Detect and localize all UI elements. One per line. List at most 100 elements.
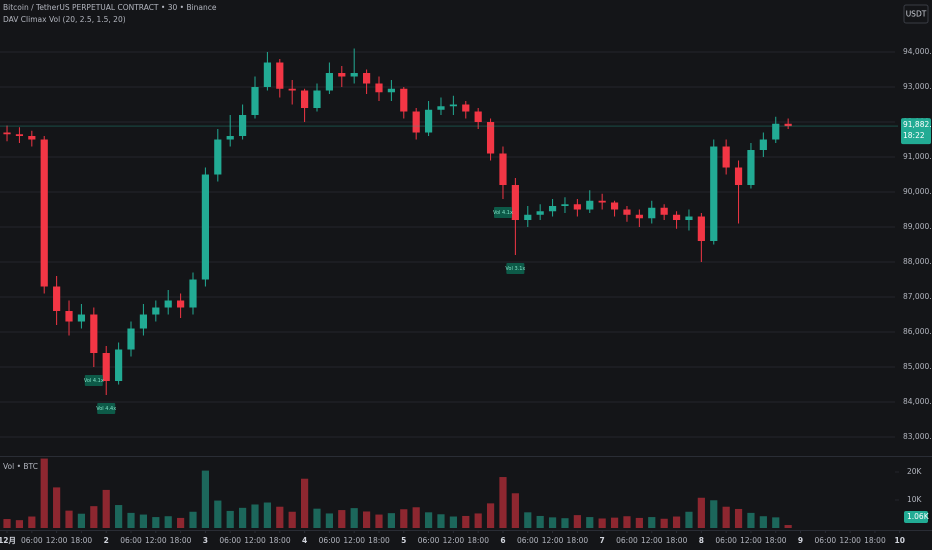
candle-body <box>784 123 792 127</box>
candle-body <box>623 209 631 215</box>
volume-bar <box>710 500 718 528</box>
volume-bar <box>722 506 730 528</box>
candle-body <box>548 206 557 212</box>
x-tick-label: 18:00 <box>765 536 787 545</box>
volume-tick-label: 10K <box>907 495 923 504</box>
candle-body <box>511 185 519 221</box>
volume-bar <box>214 500 222 528</box>
candle-body <box>424 109 433 133</box>
candle-body <box>387 88 395 93</box>
x-tick-label: 12:00 <box>244 536 266 545</box>
candle-body <box>201 174 210 280</box>
x-tick-label: 12月 <box>0 536 16 545</box>
candle-body <box>722 146 730 168</box>
candle-body <box>164 300 172 308</box>
volume-bar <box>350 508 358 528</box>
volume-bar <box>685 511 693 528</box>
volume-bar <box>115 505 123 528</box>
candle-body <box>697 216 705 242</box>
candle-body <box>734 167 743 186</box>
annotation-label: Vol 3.1x <box>505 266 525 272</box>
candle-body <box>263 62 271 88</box>
x-tick-label: 18:00 <box>864 536 886 545</box>
candle-body <box>610 202 619 210</box>
volume-bar <box>288 511 296 528</box>
volume-bar <box>325 513 333 528</box>
candle-body <box>90 314 98 354</box>
countdown-label: 18:22 <box>903 131 925 140</box>
volume-bar <box>65 510 73 528</box>
volume-bar <box>189 511 197 528</box>
volume-bar <box>561 518 569 528</box>
candle-body <box>524 214 532 221</box>
x-tick-label: 8 <box>699 536 704 545</box>
x-tick-label: 7 <box>600 536 605 545</box>
annotation-box <box>493 207 512 219</box>
volume-bar <box>362 511 371 528</box>
candle-body <box>239 115 247 137</box>
volume-bar <box>177 517 185 528</box>
volume-bar <box>734 508 743 528</box>
annotation-label: Vol 4.1x <box>493 210 513 216</box>
x-tick-label: 12:00 <box>145 536 167 545</box>
volume-bar <box>486 503 495 528</box>
candle-body <box>127 328 135 350</box>
volume-bar <box>338 510 346 528</box>
candle-body <box>710 146 718 242</box>
volume-bar <box>536 515 544 528</box>
volume-bar <box>226 510 234 528</box>
x-tick-label: 9 <box>798 536 803 545</box>
candle-body <box>747 150 755 186</box>
x-tick-label: 4 <box>302 536 307 545</box>
candle-body <box>462 104 470 112</box>
candle-body <box>573 204 581 210</box>
x-tick-label: 06:00 <box>120 536 142 545</box>
x-tick-label: 18:00 <box>666 536 688 545</box>
volume-bar <box>90 506 98 528</box>
x-tick-label: 18:00 <box>567 536 589 545</box>
volume-bar <box>201 470 210 528</box>
volume-bar <box>598 518 606 528</box>
x-tick-label: 06:00 <box>616 536 638 545</box>
volume-bar <box>127 512 135 528</box>
volume-bar <box>660 518 668 528</box>
candle-body <box>772 123 780 140</box>
y-tick-label: 94,000.0 <box>903 47 932 56</box>
volume-pane <box>3 458 792 528</box>
volume-bar <box>53 487 61 528</box>
currency-button[interactable] <box>903 4 929 24</box>
x-tick-label: 5 <box>401 536 406 545</box>
volume-bar <box>772 517 780 528</box>
x-tick-label: 12:00 <box>46 536 68 545</box>
currency-label[interactable]: USDT <box>906 10 927 19</box>
volume-bar <box>15 520 24 528</box>
volume-tick-label: 20K <box>907 467 923 476</box>
candles <box>3 48 792 396</box>
x-tick-label: 12:00 <box>443 536 465 545</box>
x-tick-label: 06:00 <box>219 536 241 545</box>
volume-bar <box>77 513 86 528</box>
candle-body <box>660 207 668 215</box>
volume-bar <box>375 514 383 528</box>
volume-bar <box>3 519 11 528</box>
y-tick-label: 84,000.0 <box>903 397 932 406</box>
x-tick-label: 18:00 <box>467 536 489 545</box>
x-tick-label: 12:00 <box>641 536 663 545</box>
volume-bar <box>40 458 48 528</box>
candle-body <box>350 73 358 77</box>
x-tick-label: 06:00 <box>319 536 341 545</box>
y-tick-label: 88,000.0 <box>903 257 932 266</box>
candle-body <box>759 139 767 151</box>
candle-body <box>375 83 383 93</box>
candle-body <box>65 311 73 322</box>
candle-body <box>586 200 594 210</box>
annotation-box <box>97 403 116 415</box>
candle-body <box>362 73 371 84</box>
candle-body <box>300 90 309 109</box>
candle-body <box>561 204 569 207</box>
candle-body <box>288 88 296 91</box>
volume-bar <box>276 506 284 528</box>
candle-body <box>486 122 495 154</box>
candle-body <box>635 214 643 219</box>
